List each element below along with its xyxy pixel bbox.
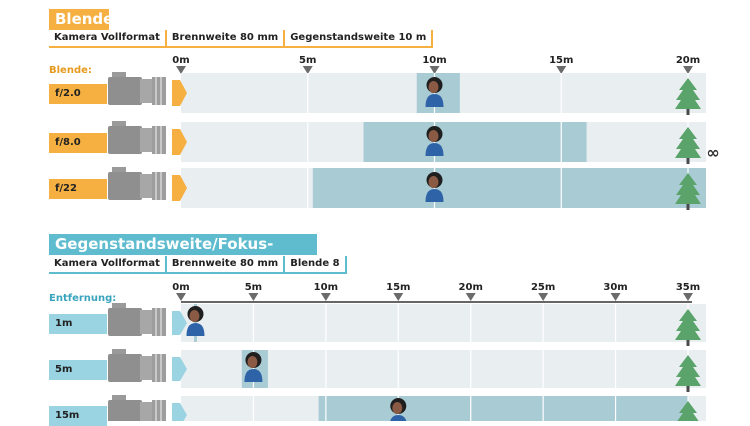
depth-of-field-area bbox=[363, 122, 587, 162]
camera-icon bbox=[108, 349, 166, 382]
tick-marker bbox=[176, 293, 186, 301]
camera-icon bbox=[108, 121, 166, 154]
param-aperture: Blende 8 bbox=[285, 256, 347, 274]
tick-label: 20m bbox=[676, 55, 700, 66]
aperture-axis-label: Blende: bbox=[49, 65, 92, 76]
person-icon bbox=[390, 398, 407, 421]
lens-arrow bbox=[172, 311, 187, 335]
tick-marker bbox=[610, 293, 621, 301]
tick-marker bbox=[320, 293, 331, 301]
tree-icon bbox=[675, 127, 701, 164]
distance-band bbox=[181, 350, 706, 388]
tick-marker bbox=[302, 66, 313, 74]
row-label-tab: f/2.0 bbox=[49, 84, 107, 104]
lens-arrow bbox=[172, 80, 187, 106]
row-label-tab: 5m bbox=[49, 360, 107, 380]
row-label-tab: 1m bbox=[49, 314, 107, 334]
tree-icon bbox=[675, 309, 701, 346]
row-label-tab: f/8.0 bbox=[49, 133, 107, 153]
tick-label: 5m bbox=[299, 55, 316, 66]
param-camera: Kamera Vollformat bbox=[49, 30, 167, 48]
tree-icon bbox=[675, 173, 701, 210]
lens-arrow bbox=[172, 403, 187, 421]
tick-label: 15m bbox=[549, 55, 573, 66]
focus-axis-label: Entfernung: bbox=[49, 293, 117, 304]
tick-marker bbox=[429, 66, 440, 74]
focus-params: Kamera Vollformat Brennweite 80 mm Blend… bbox=[49, 256, 347, 274]
tick-label: 25m bbox=[531, 282, 555, 293]
row-label-tab: 15m bbox=[49, 406, 107, 426]
param-focal-length: Brennweite 80 mm bbox=[166, 256, 286, 274]
infinity-symbol: ∞ bbox=[706, 143, 719, 162]
aperture-section-title: Blende bbox=[49, 9, 113, 30]
tick-marker bbox=[393, 293, 404, 301]
person-icon bbox=[186, 306, 205, 336]
tick-label: 5m bbox=[245, 282, 262, 293]
tick-marker bbox=[465, 293, 476, 301]
tick-label: 0m bbox=[172, 55, 189, 66]
depth-of-field-area bbox=[318, 396, 688, 421]
person-icon bbox=[425, 77, 444, 107]
person-icon bbox=[425, 126, 444, 156]
focus-section-title: Gegenstandsweite/Fokus-Entfernung bbox=[49, 234, 317, 274]
tick-label: 20m bbox=[459, 282, 483, 293]
distance-band bbox=[181, 304, 706, 342]
tick-marker bbox=[683, 66, 693, 74]
camera-icon bbox=[108, 395, 166, 421]
person-icon bbox=[244, 352, 263, 382]
tree-icon bbox=[677, 401, 699, 421]
tick-label: 30m bbox=[603, 282, 627, 293]
tick-marker bbox=[683, 293, 693, 301]
camera-icon bbox=[108, 72, 166, 105]
param-subject-distance: Gegenstandsweite 10 m bbox=[285, 30, 434, 48]
person-icon bbox=[425, 172, 444, 202]
param-camera: Kamera Vollformat bbox=[49, 256, 167, 274]
row-label-tab: f/22 bbox=[49, 179, 107, 199]
tick-marker bbox=[556, 66, 567, 74]
tick-label: 10m bbox=[422, 55, 446, 66]
depth-of-field-area bbox=[312, 168, 706, 208]
lens-arrow bbox=[172, 357, 187, 381]
tick-label: 0m bbox=[172, 282, 189, 293]
tick-label: 15m bbox=[386, 282, 410, 293]
tick-marker bbox=[176, 66, 186, 74]
tree-icon bbox=[675, 78, 701, 115]
lens-arrow bbox=[172, 129, 187, 155]
tick-label: 35m bbox=[676, 282, 700, 293]
camera-icon bbox=[108, 303, 166, 336]
tick-marker bbox=[248, 293, 259, 301]
param-focal-length: Brennweite 80 mm bbox=[166, 30, 286, 48]
camera-icon bbox=[108, 167, 166, 200]
tick-marker bbox=[538, 293, 549, 301]
tick-label: 10m bbox=[314, 282, 338, 293]
lens-arrow bbox=[172, 175, 187, 201]
aperture-params: Kamera Vollformat Brennweite 80 mm Gegen… bbox=[49, 30, 434, 48]
tree-icon bbox=[675, 355, 701, 392]
